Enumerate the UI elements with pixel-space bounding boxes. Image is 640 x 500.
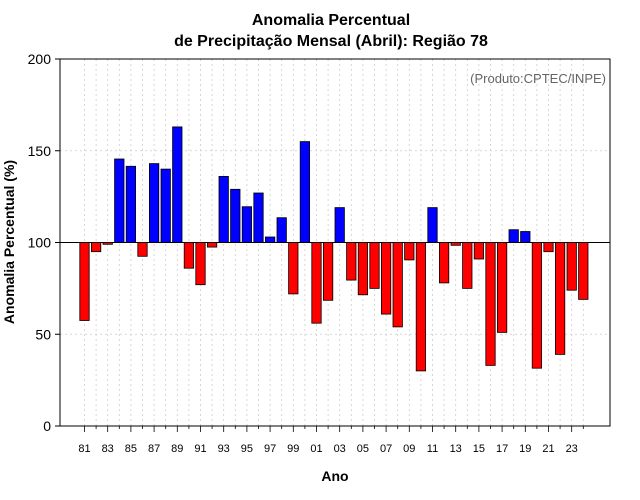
y-tick-label: 100	[28, 235, 52, 251]
bar-14	[462, 242, 473, 289]
credit-text: (Produto:CPTEC/INPE)	[470, 71, 606, 86]
bar-18	[508, 229, 519, 243]
x-tick-label: 93	[218, 443, 230, 455]
bar-95	[241, 206, 252, 243]
chart-title-line1: Anomalia Percentual	[252, 12, 410, 29]
x-tick-label: 13	[450, 443, 462, 455]
x-tick-label: 99	[287, 443, 299, 455]
bar-87	[148, 163, 160, 243]
x-tick-label: 19	[519, 443, 531, 455]
bar-16	[485, 242, 496, 366]
x-axis-label: Ano	[321, 468, 348, 484]
x-tick-label: 85	[125, 443, 137, 455]
bar-10	[415, 242, 427, 372]
x-tick-label: 97	[264, 443, 276, 455]
y-axis-label: Anomalia Percentual (%)	[1, 160, 17, 324]
x-tick-label: 95	[241, 443, 253, 455]
x-tick-label: 21	[542, 443, 554, 455]
bar-17	[496, 242, 508, 333]
bar-96	[253, 192, 264, 243]
bar-24	[578, 242, 589, 300]
y-tick-label: 200	[28, 51, 52, 67]
bar-03	[334, 207, 345, 243]
bar-02	[322, 242, 334, 301]
x-tick-label: 23	[566, 443, 578, 455]
bar-11	[427, 207, 438, 243]
x-tick-label: 05	[357, 443, 369, 455]
bars-layer	[79, 126, 589, 372]
bar-19	[520, 231, 531, 243]
bar-08	[392, 242, 403, 328]
bar-00	[299, 141, 311, 243]
x-tick-label: 01	[310, 443, 322, 455]
chart-title-line2: de Precipitação Mensal (Abril): Região 7…	[174, 33, 488, 50]
bar-01	[311, 242, 322, 324]
y-tick-label: 50	[35, 326, 51, 342]
y-tick-label: 150	[28, 143, 52, 159]
bar-07	[380, 242, 392, 315]
bar-90	[183, 242, 194, 269]
x-tick-label: 81	[78, 443, 90, 455]
bar-81	[79, 242, 90, 321]
y-axis: 0 50 100 150 200	[28, 51, 60, 434]
bar-85	[125, 165, 136, 243]
bar-98	[276, 217, 287, 243]
x-tick-label: 83	[102, 443, 114, 455]
bar-82	[91, 242, 102, 253]
bar-04	[346, 242, 357, 281]
bar-92	[206, 242, 218, 248]
x-tick-label: 91	[194, 443, 206, 455]
bar-86	[137, 242, 148, 257]
x-tick-label: 07	[380, 443, 392, 455]
x-tick-label: 89	[171, 443, 183, 455]
bar-22	[555, 242, 566, 355]
grid-layer	[60, 59, 610, 426]
bar-15	[473, 242, 485, 260]
bar-06	[369, 242, 380, 289]
bar-21	[543, 242, 554, 253]
x-tick-label: 09	[403, 443, 415, 455]
bar-94	[230, 188, 241, 243]
bar-89	[172, 126, 183, 243]
bar-20	[531, 242, 543, 369]
bar-91	[195, 242, 206, 286]
bar-23	[566, 242, 577, 291]
x-tick-label: 03	[334, 443, 346, 455]
bar-05	[357, 242, 369, 296]
bar-12	[438, 242, 450, 284]
y-tick-label: 0	[43, 418, 51, 434]
bar-99	[288, 242, 299, 295]
x-tick-label: 17	[496, 443, 508, 455]
bar-97	[264, 236, 276, 243]
x-tick-label: 87	[148, 443, 160, 455]
bar-84	[114, 158, 125, 243]
x-tick-label: 15	[473, 443, 485, 455]
bar-09	[404, 242, 415, 261]
x-axis: 81 83 85 87 89 91 93 95 97 99 01 03 05 07 09 11 13 15 17 19…	[78, 426, 584, 455]
bar-88	[160, 168, 171, 243]
bar-93	[218, 175, 229, 243]
x-tick-label: 11	[427, 443, 438, 455]
